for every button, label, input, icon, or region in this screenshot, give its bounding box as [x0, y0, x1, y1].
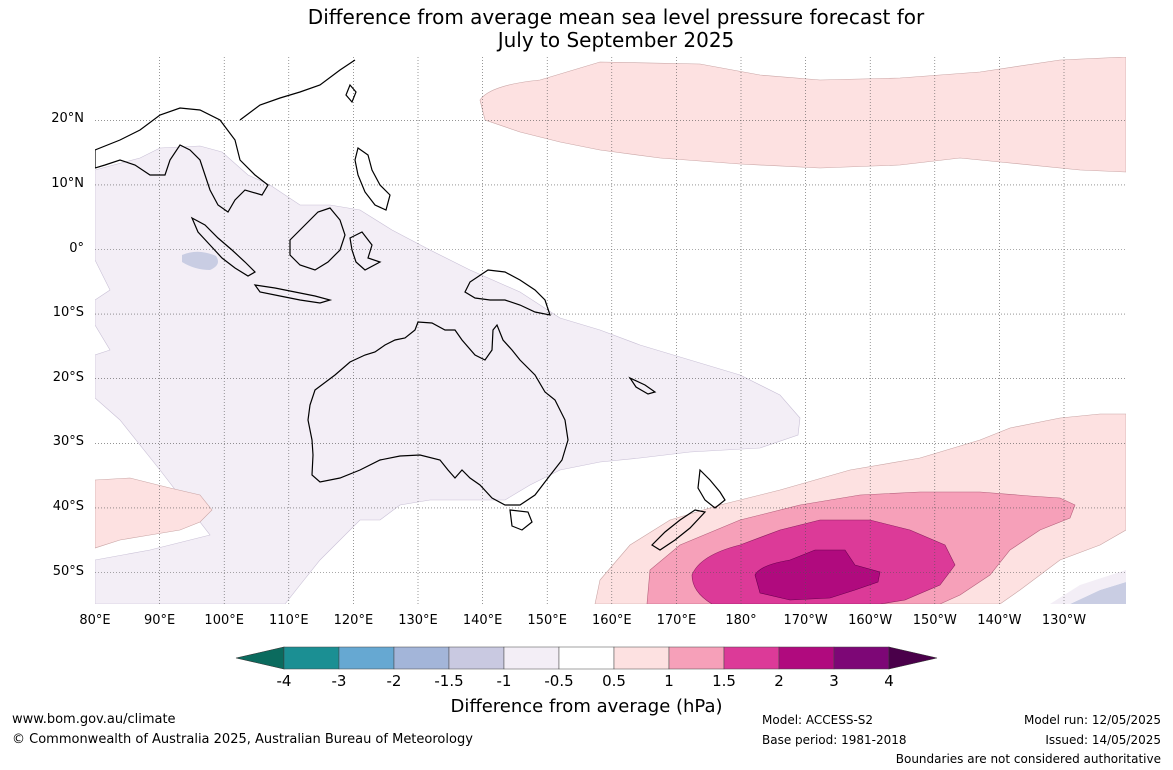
longitude-label: 170°E	[656, 613, 697, 628]
tasmania-coastline	[509, 509, 533, 531]
colorbar-segment	[723, 646, 780, 670]
southeast-negative-patch	[1070, 582, 1126, 604]
colorbar-tick-label: -2	[386, 672, 402, 690]
southeast-china-coastline	[239, 59, 356, 121]
colorbar-tick-label: -0.5	[544, 672, 574, 690]
colorbar-segment	[613, 646, 670, 670]
latitude-label: 30°S	[52, 434, 84, 450]
southeast-pale-patch	[1050, 570, 1126, 604]
footer-copyright: © Commonwealth of Australia 2025, Austra…	[12, 732, 473, 747]
sulawesi-coastline	[349, 231, 382, 271]
latitude-label: 50°S	[52, 563, 84, 579]
latitude-label: 20°N	[51, 111, 84, 127]
colorbar-tick-label: 3	[829, 672, 839, 690]
latitude-label: 40°S	[52, 498, 84, 514]
colorbar-segment	[558, 646, 615, 670]
negative-anomaly-region	[95, 145, 801, 604]
south-pacific-anomaly-3	[754, 549, 881, 601]
sumatra-coastline	[190, 216, 256, 277]
longitude-label: 170°W	[783, 613, 828, 628]
latitude-label: 10°S	[52, 305, 84, 321]
map-title-line1: Difference from average mean sea level p…	[307, 5, 925, 29]
footer-model-run: Model run: 12/05/2025	[1023, 713, 1161, 727]
new-zealand-south-coastline	[651, 509, 707, 551]
longitude-label: 180°	[725, 613, 757, 628]
colorbar-low-extension	[235, 646, 285, 670]
latitude-label: 20°S	[52, 369, 84, 385]
colorbar-high-extension	[888, 646, 938, 670]
colorbar-tick-label: 1	[664, 672, 674, 690]
longitude-label: 140°E	[462, 613, 503, 628]
longitude-label: 150°W	[912, 613, 957, 628]
longitude-label: 130°W	[1041, 613, 1087, 628]
colorbar-tick-label: -4	[276, 672, 292, 690]
new-guinea-coastline	[464, 269, 551, 316]
longitude-label: 160°W	[848, 613, 893, 628]
java-coastline	[253, 284, 333, 304]
longitude-label: 100°E	[204, 613, 244, 628]
map-gridlines	[95, 57, 1126, 604]
new-caledonia-coastline	[628, 376, 657, 395]
coastlines	[95, 59, 726, 551]
colorbar-segment	[393, 646, 450, 670]
moderate-negative-patch	[182, 251, 218, 270]
longitude-label: 80°E	[79, 613, 111, 628]
map-title-line2: July to September 2025	[497, 28, 735, 52]
longitude-label: 130°E	[398, 613, 438, 628]
footer-base-period: Base period: 1981-2018	[762, 733, 907, 747]
borneo-coastline	[289, 207, 346, 271]
colorbar-tick-label: 4	[884, 672, 894, 690]
longitude-label: 120°E	[333, 613, 374, 628]
colorbar-segment	[283, 646, 340, 670]
footer-issued: Issued: 14/05/2025	[1045, 733, 1161, 747]
colorbar-tick-label: 0.5	[602, 672, 626, 690]
colorbar	[235, 646, 938, 670]
colorbar-label: Difference from average (hPa)	[450, 696, 723, 717]
footer-disclaimer: Boundaries are not considered authoritat…	[895, 752, 1161, 766]
footer-model: Model: ACCESS-S2	[762, 713, 874, 727]
north-pacific-positive-band	[479, 57, 1126, 173]
footer-website-link[interactable]: www.bom.gov.au/climate	[12, 712, 176, 727]
colorbar-segment	[833, 646, 890, 670]
taiwan-coastline	[345, 83, 357, 104]
latitude-label: 0°	[69, 240, 84, 256]
colorbar-tick-label: 2	[774, 672, 784, 690]
colorbar-tick-label: -3	[331, 672, 347, 690]
colorbar-tick-label: -1	[496, 672, 512, 690]
colorbar-tick-label: -1.5	[434, 672, 464, 690]
southwest-positive-patch	[95, 477, 213, 549]
colorbar-segment	[503, 646, 560, 670]
longitude-label: 110°E	[269, 613, 309, 628]
asia-mainland-coastline	[95, 107, 269, 213]
longitude-label: 90°E	[143, 613, 176, 628]
philippines-coastline	[354, 147, 391, 211]
australia-coastline	[307, 321, 569, 506]
anomaly-shading	[95, 57, 1126, 604]
colorbar-segment	[338, 646, 395, 670]
longitude-label: 140°W	[977, 613, 1022, 628]
longitude-label: 160°E	[592, 613, 632, 628]
colorbar-segment	[448, 646, 505, 670]
colorbar-segment	[668, 646, 725, 670]
latitude-label: 10°N	[51, 175, 84, 191]
colorbar-tick-label: 1.5	[712, 672, 736, 690]
new-zealand-north-coastline	[697, 468, 726, 509]
colorbar-segment	[778, 646, 835, 670]
longitude-label: 150°E	[527, 613, 567, 628]
